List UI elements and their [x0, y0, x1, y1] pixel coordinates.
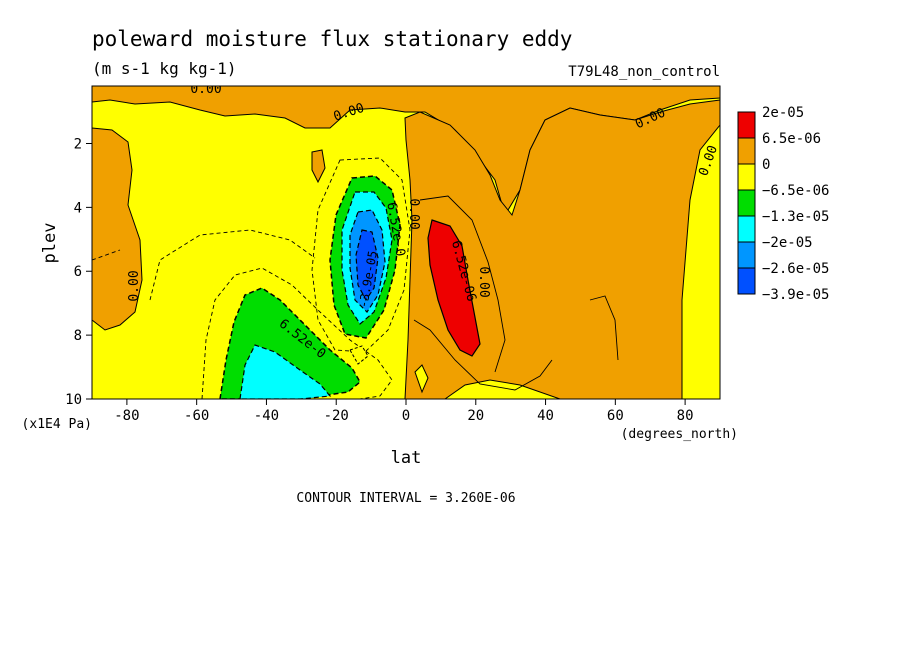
region-darkblue-mid — [355, 229, 379, 302]
contour-dashed-south — [201, 267, 393, 399]
contour-solid-1 — [419, 195, 506, 373]
y-tick-label: 8 — [74, 328, 82, 344]
y-tick-label: 6 — [74, 264, 82, 280]
y-axis-units: (x1E4 Pa) — [22, 417, 92, 432]
colorbar-label: 6.5e-06 — [762, 131, 821, 147]
plot-area: 0.00 0.00 0.00 0.00 0.00 0.00 0.00 6.52e… — [91, 82, 721, 400]
x-tick-label: -20 — [324, 408, 349, 424]
contour-dashed-outer — [311, 157, 411, 353]
colorbar-swatch — [737, 241, 756, 269]
x-tick-label: 80 — [677, 408, 694, 424]
y-axis: 2 4 6 8 10 — [65, 136, 92, 408]
region-orange-east — [404, 99, 720, 399]
y-axis-label: plev — [40, 223, 60, 264]
region-cyan-south — [239, 344, 332, 399]
colorbar-label: −2.6e-05 — [762, 261, 829, 277]
colorbar-label: −1.3e-05 — [762, 209, 829, 225]
colorbar: 2e-05 6.5e-06 0 −6.5e-06 −1.3e-05 −2e-05 −2.6e… — [737, 105, 829, 303]
y-tick-label: 4 — [74, 200, 82, 216]
x-tick-label: -40 — [254, 408, 279, 424]
contour-label: 0.00 — [476, 266, 491, 297]
contour-solid-2 — [413, 319, 553, 391]
colorbar-label: 0 — [762, 157, 770, 173]
x-tick-label: -80 — [114, 408, 139, 424]
colorbar-swatch — [737, 267, 756, 295]
colorbar-swatch — [737, 111, 756, 139]
contour-label: 0.00 — [127, 270, 142, 301]
contour-solid-3 — [589, 295, 619, 361]
colorbar-swatch — [737, 215, 756, 243]
colorbar-label: 2e-05 — [762, 105, 804, 121]
colorbar-label: −2e-05 — [762, 235, 813, 251]
x-tick-label: 20 — [467, 408, 484, 424]
contour-dashed-west — [92, 249, 121, 261]
contour-label: 0.00 — [406, 198, 421, 229]
contour-label: 0.00 — [190, 82, 221, 97]
colorbar-swatch — [737, 137, 756, 165]
x-axis-units: (degrees_north) — [621, 427, 738, 442]
x-tick-label: 40 — [537, 408, 554, 424]
colorbar-swatch — [737, 189, 756, 217]
x-tick-label: 0 — [402, 408, 410, 424]
x-tick-label: -60 — [184, 408, 209, 424]
contour-dashed-wide — [149, 229, 316, 301]
x-axis-label: lat — [391, 448, 422, 468]
colorbar-label: −3.9e-05 — [762, 287, 829, 303]
chart-title: poleward moisture flux stationary eddy — [92, 27, 572, 51]
contour-interval-note: CONTOUR INTERVAL = 3.260E-06 — [296, 491, 515, 506]
y-tick-label: 2 — [74, 136, 82, 152]
contour-dashed-blob — [349, 345, 369, 365]
chart-units: (m s-1 kg kg-1) — [92, 59, 237, 78]
region-orange-small — [311, 149, 326, 184]
region-orange-left — [92, 127, 143, 331]
colorbar-swatch — [737, 163, 756, 191]
region-red — [427, 219, 481, 357]
x-axis: -80 -60 -40 -20 0 20 40 60 80 — [114, 399, 694, 424]
x-tick-label: 60 — [607, 408, 624, 424]
colorbar-label: −6.5e-06 — [762, 183, 829, 199]
dataset-label: T79L48_non_control — [568, 64, 720, 80]
region-yellow-patch — [414, 364, 429, 394]
y-tick-label: 10 — [65, 392, 82, 408]
